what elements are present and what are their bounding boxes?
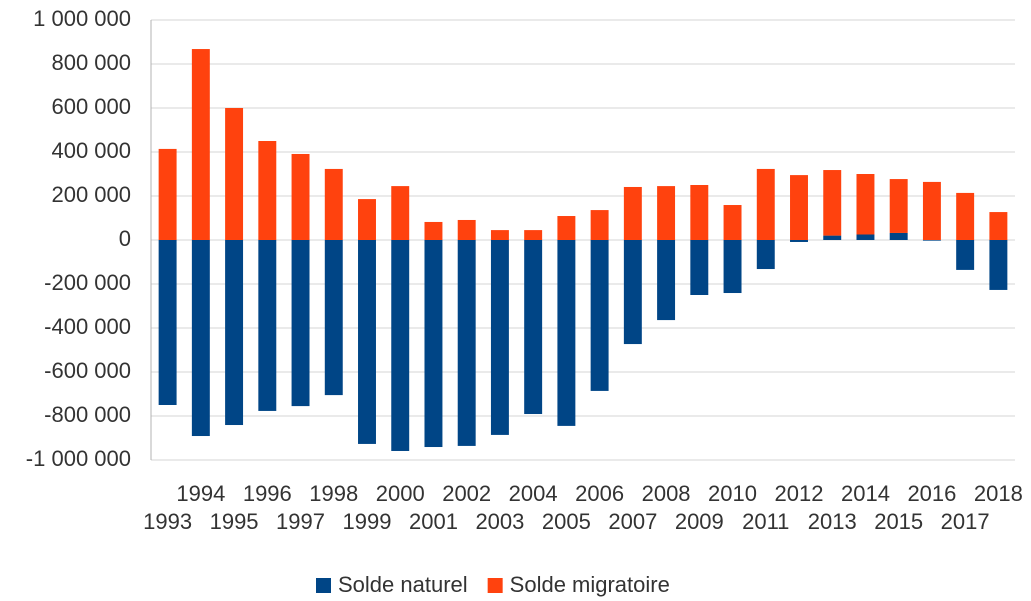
y-tick-label: 400 000 — [51, 138, 131, 163]
y-tick-label: 800 000 — [51, 50, 131, 75]
legend-label: Solde naturel — [338, 572, 468, 597]
x-tick-label: 2001 — [409, 509, 458, 534]
x-tick-label: 2003 — [475, 509, 524, 534]
bar — [158, 240, 177, 405]
bar — [225, 240, 244, 426]
x-tick-label: 2002 — [442, 481, 491, 506]
bar — [856, 174, 875, 235]
y-tick-label: 200 000 — [51, 182, 131, 207]
y-tick-label: -600 000 — [44, 358, 131, 383]
x-tick-label: 2014 — [841, 481, 890, 506]
bar — [657, 240, 676, 321]
x-tick-label: 1995 — [210, 509, 259, 534]
x-tick-label: 2000 — [376, 481, 425, 506]
x-tick-label: 2012 — [775, 481, 824, 506]
bar — [424, 221, 443, 240]
x-tick-label: 2006 — [575, 481, 624, 506]
bar — [823, 235, 842, 240]
x-tick-label: 2009 — [675, 509, 724, 534]
x-tick-label: 2005 — [542, 509, 591, 534]
x-tick-label: 1996 — [243, 481, 292, 506]
x-tick-label: 2017 — [941, 509, 990, 534]
bar — [690, 240, 709, 295]
y-tick-label: -800 000 — [44, 402, 131, 427]
x-tick-label: 2008 — [642, 481, 691, 506]
x-tick-label: 2016 — [907, 481, 956, 506]
y-tick-label: -200 000 — [44, 270, 131, 295]
bar — [623, 240, 642, 345]
bar — [225, 108, 244, 240]
bar — [590, 210, 609, 240]
x-tick-label: 1997 — [276, 509, 325, 534]
y-tick-label: -400 000 — [44, 314, 131, 339]
x-tick-label: 1994 — [176, 481, 225, 506]
legend-swatch — [316, 578, 331, 593]
x-tick-label: 2013 — [808, 509, 857, 534]
bar — [457, 219, 476, 240]
bar — [723, 205, 742, 240]
x-tick-label: 2010 — [708, 481, 757, 506]
bar — [258, 240, 277, 411]
legend-label: Solde migratoire — [510, 572, 670, 597]
x-tick-label: 2007 — [608, 509, 657, 534]
bar — [989, 212, 1008, 240]
bar — [324, 168, 343, 240]
bar — [424, 240, 443, 448]
bar — [723, 240, 742, 294]
y-tick-label: 0 — [119, 226, 131, 251]
bar — [756, 168, 775, 240]
bar — [457, 240, 476, 446]
y-tick-label: 1 000 000 — [33, 6, 131, 31]
bar — [956, 192, 975, 240]
bar — [391, 186, 410, 240]
bar — [557, 216, 576, 240]
bar — [956, 240, 975, 270]
bar — [358, 240, 376, 444]
bar — [623, 186, 642, 240]
bar — [191, 240, 210, 437]
bar — [557, 240, 576, 426]
x-tick-label: 1999 — [343, 509, 392, 534]
x-tick-label: 1993 — [143, 509, 192, 534]
legend-swatch — [487, 578, 503, 593]
bar — [258, 141, 277, 240]
bar — [524, 240, 543, 415]
bar — [191, 49, 210, 240]
bar — [324, 240, 343, 396]
bar — [989, 240, 1008, 290]
bar — [922, 181, 941, 240]
bar — [790, 240, 808, 242]
y-tick-label: -1 000 000 — [26, 446, 131, 471]
bar — [524, 230, 543, 240]
bar — [856, 234, 875, 240]
bar — [657, 186, 676, 240]
x-tick-label: 2018 — [974, 481, 1023, 506]
bar — [291, 240, 310, 407]
bar — [790, 175, 808, 240]
bar — [922, 240, 941, 241]
x-tick-label: 1998 — [309, 481, 358, 506]
bar — [889, 232, 908, 240]
bar — [358, 199, 376, 240]
x-tick-label: 2004 — [509, 481, 558, 506]
bar — [590, 240, 609, 391]
y-tick-label: 600 000 — [51, 94, 131, 119]
bar — [391, 240, 410, 451]
bar — [823, 170, 842, 236]
bar — [291, 153, 310, 240]
x-tick-label: 2011 — [742, 509, 789, 534]
bar — [690, 185, 709, 240]
x-tick-label: 2015 — [874, 509, 923, 534]
bar — [889, 179, 908, 233]
bar — [756, 240, 775, 270]
bar — [490, 230, 509, 240]
bar — [158, 148, 177, 240]
bar — [490, 240, 509, 435]
